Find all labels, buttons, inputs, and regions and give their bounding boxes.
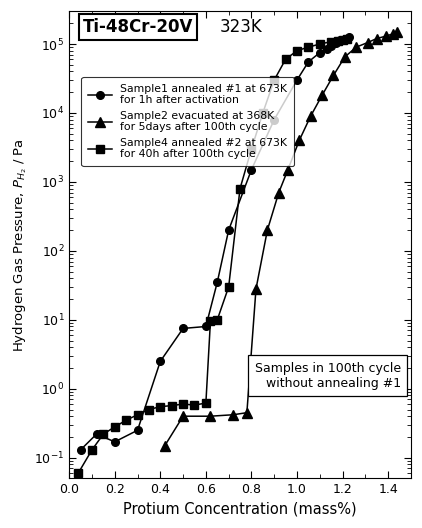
- Sample1 annealed #1 at 673K
for 1h after activation: [203, 323, 208, 329]
- Sample1 annealed #1 at 673K
for 1h after activation: [226, 227, 231, 233]
- Sample1 annealed #1 at 673K
for 1h after activation: [295, 77, 300, 83]
- Line: Sample4 annealed #2 at 673K
for 40h after 100th cycle: Sample4 annealed #2 at 673K for 40h afte…: [75, 35, 351, 477]
- Legend: Sample1 annealed #1 at 673K
for 1h after activation, Sample2 evacuated at 368K
f: Sample1 annealed #1 at 673K for 1h after…: [81, 77, 294, 166]
- Text: Ti-48Cr-20V: Ti-48Cr-20V: [83, 18, 193, 36]
- Sample4 annealed #2 at 673K
for 40h after 100th cycle: [335, 37, 341, 44]
- Sample2 evacuated at 368K
for 5days after 100th cycle: [297, 137, 302, 144]
- Sample4 annealed #2 at 673K
for 40h after 100th cycle: [208, 318, 213, 325]
- Sample1 annealed #1 at 673K
for 1h after activation: [135, 427, 140, 433]
- Sample2 evacuated at 368K
for 5days after 100th cycle: [231, 411, 236, 418]
- Sample2 evacuated at 368K
for 5days after 100th cycle: [354, 44, 359, 50]
- Sample1 annealed #1 at 673K
for 1h after activation: [342, 35, 347, 42]
- Sample4 annealed #2 at 673K
for 40h after 100th cycle: [89, 447, 95, 453]
- Sample1 annealed #1 at 673K
for 1h after activation: [272, 117, 277, 123]
- Sample1 annealed #1 at 673K
for 1h after activation: [329, 42, 334, 49]
- Sample2 evacuated at 368K
for 5days after 100th cycle: [254, 286, 259, 292]
- Sample1 annealed #1 at 673K
for 1h after activation: [306, 59, 311, 65]
- Sample2 evacuated at 368K
for 5days after 100th cycle: [342, 54, 347, 60]
- Sample2 evacuated at 368K
for 5days after 100th cycle: [162, 442, 168, 449]
- Sample4 annealed #2 at 673K
for 40h after 100th cycle: [306, 44, 311, 50]
- Sample4 annealed #2 at 673K
for 40h after 100th cycle: [203, 400, 208, 406]
- Sample2 evacuated at 368K
for 5days after 100th cycle: [285, 167, 290, 173]
- Sample4 annealed #2 at 673K
for 40h after 100th cycle: [76, 470, 81, 476]
- Sample1 annealed #1 at 673K
for 1h after activation: [249, 167, 254, 173]
- Sample1 annealed #1 at 673K
for 1h after activation: [333, 40, 338, 46]
- Sample2 evacuated at 368K
for 5days after 100th cycle: [365, 40, 370, 46]
- Sample1 annealed #1 at 673K
for 1h after activation: [317, 50, 322, 56]
- Sample4 annealed #2 at 673K
for 40h after 100th cycle: [329, 39, 334, 45]
- Sample2 evacuated at 368K
for 5days after 100th cycle: [374, 35, 379, 42]
- Sample1 annealed #1 at 673K
for 1h after activation: [324, 46, 329, 52]
- Sample4 annealed #2 at 673K
for 40h after 100th cycle: [158, 403, 163, 410]
- Sample4 annealed #2 at 673K
for 40h after 100th cycle: [124, 417, 129, 423]
- Sample4 annealed #2 at 673K
for 40h after 100th cycle: [215, 317, 220, 323]
- Sample4 annealed #2 at 673K
for 40h after 100th cycle: [345, 36, 350, 42]
- Sample2 evacuated at 368K
for 5days after 100th cycle: [390, 31, 395, 37]
- Sample4 annealed #2 at 673K
for 40h after 100th cycle: [101, 431, 106, 437]
- Sample1 annealed #1 at 673K
for 1h after activation: [347, 34, 352, 41]
- Sample4 annealed #2 at 673K
for 40h after 100th cycle: [283, 56, 288, 62]
- X-axis label: Protium Concentration (mass%): Protium Concentration (mass%): [123, 502, 357, 517]
- Sample4 annealed #2 at 673K
for 40h after 100th cycle: [135, 411, 140, 418]
- Sample2 evacuated at 368K
for 5days after 100th cycle: [244, 410, 249, 416]
- Sample2 evacuated at 368K
for 5days after 100th cycle: [208, 413, 213, 419]
- Sample1 annealed #1 at 673K
for 1h after activation: [215, 279, 220, 286]
- Sample2 evacuated at 368K
for 5days after 100th cycle: [331, 72, 336, 79]
- Sample4 annealed #2 at 673K
for 40h after 100th cycle: [340, 36, 345, 43]
- Sample2 evacuated at 368K
for 5days after 100th cycle: [265, 227, 270, 233]
- Sample2 evacuated at 368K
for 5days after 100th cycle: [276, 190, 281, 196]
- Sample4 annealed #2 at 673K
for 40h after 100th cycle: [272, 77, 277, 83]
- Sample4 annealed #2 at 673K
for 40h after 100th cycle: [169, 402, 174, 409]
- Sample4 annealed #2 at 673K
for 40h after 100th cycle: [112, 423, 117, 430]
- Sample1 annealed #1 at 673K
for 1h after activation: [112, 439, 117, 445]
- Sample4 annealed #2 at 673K
for 40h after 100th cycle: [181, 401, 186, 407]
- Sample1 annealed #1 at 673K
for 1h after activation: [158, 358, 163, 364]
- Sample1 annealed #1 at 673K
for 1h after activation: [78, 447, 83, 453]
- Text: Samples in 100th cycle
without annealing #1: Samples in 100th cycle without annealing…: [254, 362, 400, 390]
- Sample4 annealed #2 at 673K
for 40h after 100th cycle: [295, 48, 300, 54]
- Sample1 annealed #1 at 673K
for 1h after activation: [181, 325, 186, 332]
- Sample4 annealed #2 at 673K
for 40h after 100th cycle: [146, 407, 151, 413]
- Y-axis label: Hydrogen Gas Pressure, $P_{H_2}$ / Pa: Hydrogen Gas Pressure, $P_{H_2}$ / Pa: [11, 138, 29, 352]
- Sample4 annealed #2 at 673K
for 40h after 100th cycle: [249, 146, 254, 152]
- Line: Sample1 annealed #1 at 673K
for 1h after activation: Sample1 annealed #1 at 673K for 1h after…: [77, 33, 353, 454]
- Sample2 evacuated at 368K
for 5days after 100th cycle: [383, 33, 388, 39]
- Line: Sample2 evacuated at 368K
for 5days after 100th cycle: Sample2 evacuated at 368K for 5days afte…: [160, 27, 402, 450]
- Sample4 annealed #2 at 673K
for 40h after 100th cycle: [226, 284, 231, 290]
- Sample4 annealed #2 at 673K
for 40h after 100th cycle: [238, 185, 243, 192]
- Sample1 annealed #1 at 673K
for 1h after activation: [338, 36, 343, 43]
- Sample4 annealed #2 at 673K
for 40h after 100th cycle: [317, 41, 322, 47]
- Text: 323K: 323K: [219, 18, 262, 36]
- Sample1 annealed #1 at 673K
for 1h after activation: [94, 431, 99, 437]
- Sample4 annealed #2 at 673K
for 40h after 100th cycle: [192, 402, 197, 408]
- Sample2 evacuated at 368K
for 5days after 100th cycle: [181, 413, 186, 419]
- Sample2 evacuated at 368K
for 5days after 100th cycle: [395, 29, 400, 35]
- Sample4 annealed #2 at 673K
for 40h after 100th cycle: [260, 110, 265, 116]
- Sample2 evacuated at 368K
for 5days after 100th cycle: [308, 113, 313, 119]
- Sample2 evacuated at 368K
for 5days after 100th cycle: [319, 92, 325, 99]
